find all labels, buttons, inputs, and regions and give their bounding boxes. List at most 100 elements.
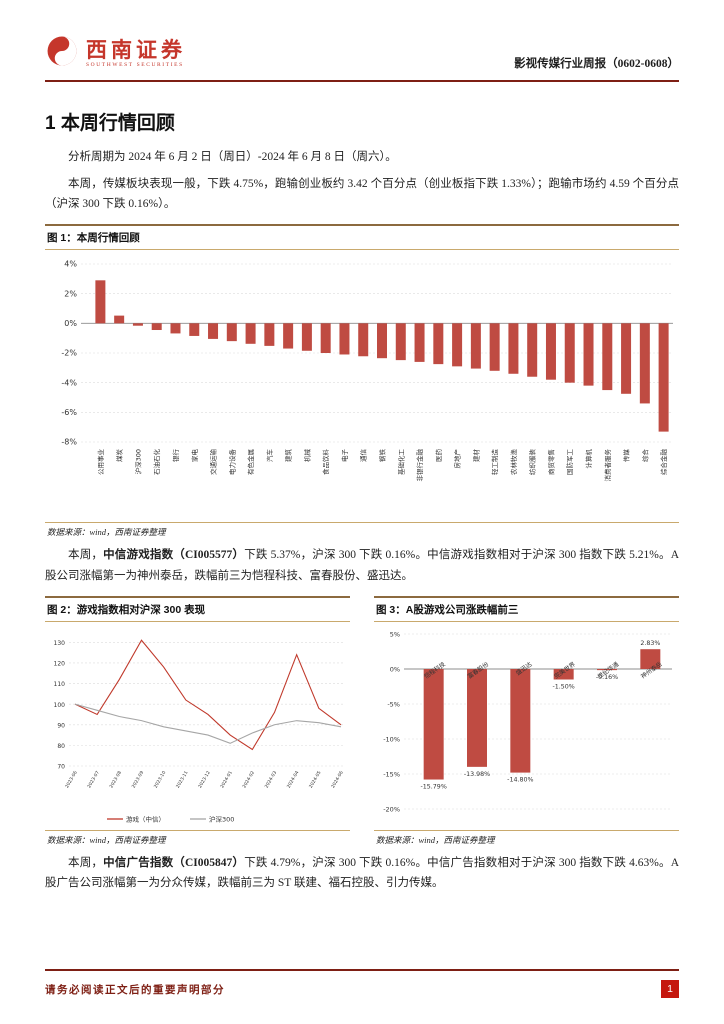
- figure-2: 图 2：游戏指数相对沪深 300 表现 130 120 110 100 90 80 70 20…: [45, 595, 350, 846]
- svg-text:纺织服装: 纺织服装: [528, 449, 537, 476]
- figure-1: 图 1：本周行情回顾 4% 2% 0% -2% -4% -6% -8% 公用事业 煤炭 沪深300…: [45, 224, 679, 538]
- svg-text:有色金属: 有色金属: [246, 449, 255, 475]
- svg-text:非银行金融: 非银行金融: [415, 449, 424, 482]
- paragraph-ad-index: 本周，中信广告指数（CI005847）下跌 4.79%，沪深 300 下跌 0.…: [45, 856, 680, 889]
- svg-text:100: 100: [54, 701, 66, 708]
- svg-text:2024-02: 2024-02: [241, 770, 256, 789]
- svg-text:-13.98%: -13.98%: [464, 770, 490, 777]
- svg-text:商贸零售: 商贸零售: [546, 449, 555, 475]
- svg-text:传媒: 传媒: [622, 449, 631, 463]
- svg-text:电子: 电子: [340, 449, 349, 463]
- svg-text:5%: 5%: [390, 630, 400, 638]
- report-title: 影视传媒行业周报（0602-0608）: [514, 58, 679, 70]
- svg-text:游戏（中信）: 游戏（中信）: [126, 814, 165, 823]
- svg-text:机械: 机械: [302, 449, 311, 463]
- svg-text:汽车: 汽车: [265, 449, 274, 463]
- svg-text:-20%: -20%: [383, 805, 400, 813]
- figure-1-bar-chart: 4% 2% 0% -2% -4% -6% -8% 公用事业 煤炭 沪深300 石油石化 银行 家电 交通运…: [61, 260, 673, 482]
- svg-text:钢铁: 钢铁: [378, 449, 387, 463]
- svg-text:电力设备: 电力设备: [227, 449, 236, 476]
- svg-text:-10%: -10%: [383, 735, 400, 743]
- svg-text:2024-06: 2024-06: [330, 770, 345, 789]
- svg-text:消费者服务: 消费者服务: [603, 449, 612, 482]
- svg-text:2023-11: 2023-11: [175, 770, 190, 789]
- svg-text:通信: 通信: [359, 449, 368, 463]
- figure-1-caption: 图 1：本周行情回顾: [45, 224, 679, 251]
- page-footer: 请务必阅读正文后的重要声明部分 1: [45, 969, 679, 998]
- brand-logo: 西南证券 SOUTHWEST SECURITIES: [45, 34, 186, 73]
- svg-text:2024-03: 2024-03: [264, 770, 279, 789]
- section-heading: 1 本周行情回顾: [45, 113, 175, 134]
- svg-text:2023-10: 2023-10: [153, 770, 168, 789]
- svg-text:90: 90: [57, 722, 65, 729]
- svg-text:农林牧渔: 农林牧渔: [509, 449, 518, 476]
- svg-text:食品饮料: 食品饮料: [321, 449, 330, 476]
- svg-text:-2%: -2%: [61, 349, 77, 358]
- svg-text:2024-01: 2024-01: [219, 770, 234, 789]
- brand-swirl-icon: [45, 34, 79, 73]
- svg-text:煤炭: 煤炭: [115, 449, 124, 463]
- svg-text:-1.50%: -1.50%: [553, 683, 575, 690]
- svg-text:2%: 2%: [64, 290, 77, 299]
- svg-text:医药: 医药: [434, 449, 443, 463]
- svg-text:70: 70: [57, 763, 65, 770]
- svg-text:-0.16%: -0.16%: [596, 674, 618, 681]
- figure-3-caption: 图 3：A股游戏公司涨跌幅前三: [374, 595, 679, 622]
- figure-3-bar-chart: 5%0%-5%-10%-15%-20%-15.79%恺程科技-13.98%富春股…: [383, 630, 672, 813]
- svg-text:2.83%: 2.83%: [640, 640, 660, 647]
- svg-text:2023-07: 2023-07: [86, 770, 101, 789]
- svg-text:4%: 4%: [64, 260, 77, 269]
- footer-disclaimer: 请务必阅读正文后的重要声明部分: [45, 984, 225, 996]
- brand-subtitle: SOUTHWEST SECURITIES: [86, 61, 184, 68]
- paragraph-game-index: 本周，中信游戏指数（CI005577）下跌 5.37%，沪深 300 下跌 0.…: [45, 549, 680, 582]
- footer-divider: [45, 969, 679, 971]
- svg-text:综合: 综合: [640, 449, 649, 463]
- svg-text:-14.80%: -14.80%: [507, 776, 533, 783]
- svg-text:综合金融: 综合金融: [659, 449, 668, 476]
- svg-text:2024-05: 2024-05: [308, 770, 323, 789]
- svg-text:房地产: 房地产: [453, 449, 462, 469]
- svg-text:0%: 0%: [390, 665, 400, 673]
- svg-text:国防军工: 国防军工: [565, 449, 574, 476]
- figure-2-source: 数据来源：wind，西南证券整理: [45, 829, 350, 846]
- svg-text:2023-12: 2023-12: [197, 770, 212, 789]
- svg-text:银行: 银行: [171, 449, 180, 463]
- page-header: 西南证券 SOUTHWEST SECURITIES 影视传媒行业周报（0602-…: [45, 34, 679, 73]
- svg-text:轻工制造: 轻工制造: [490, 449, 499, 476]
- svg-text:130: 130: [54, 640, 66, 647]
- svg-text:家电: 家电: [190, 449, 199, 463]
- page-number: 1: [661, 980, 679, 998]
- svg-text:基础化工: 基础化工: [396, 449, 405, 476]
- svg-text:110: 110: [54, 681, 66, 688]
- svg-text:2023-09: 2023-09: [131, 770, 146, 789]
- figure-row: 图 2：游戏指数相对沪深 300 表现 130 120 110 100 90 80 70 20…: [45, 595, 679, 846]
- paragraph-market-summary: 本周，传媒板块表现一般，下跌 4.75%，跑输创业板约 3.42 个百分点（创业…: [45, 178, 679, 211]
- svg-text:沪深300: 沪深300: [133, 449, 142, 474]
- svg-text:计算机: 计算机: [584, 449, 593, 469]
- svg-text:2024-04: 2024-04: [286, 770, 301, 789]
- svg-text:沪深300: 沪深300: [209, 814, 234, 823]
- paragraph-analysis-period: 分析周期为 2024 年 6 月 2 日（周日）-2024 年 6 月 8 日（…: [68, 151, 397, 163]
- svg-text:交通运输: 交通运输: [209, 449, 218, 476]
- svg-text:-8%: -8%: [61, 438, 77, 447]
- svg-text:0%: 0%: [64, 319, 77, 328]
- svg-text:石油石化: 石油石化: [152, 449, 161, 476]
- svg-text:2023-06: 2023-06: [64, 770, 79, 789]
- svg-text:-5%: -5%: [387, 700, 400, 708]
- brand-name: 西南证券: [86, 37, 186, 62]
- svg-text:2023-08: 2023-08: [108, 770, 123, 789]
- svg-text:-4%: -4%: [61, 379, 77, 388]
- figure-3: 图 3：A股游戏公司涨跌幅前三 5% 0% -5% -10% -15% -20% -15.7…: [374, 595, 679, 846]
- svg-text:80: 80: [57, 743, 65, 750]
- header-divider: [45, 80, 679, 82]
- figure-1-source: 数据来源：wind，西南证券整理: [45, 522, 679, 538]
- figure-3-source: 数据来源：wind，西南证券整理: [374, 829, 679, 846]
- svg-text:建材: 建材: [471, 449, 480, 463]
- svg-text:-15%: -15%: [383, 770, 400, 778]
- svg-text:建筑: 建筑: [284, 449, 293, 463]
- figure-2-caption: 图 2：游戏指数相对沪深 300 表现: [45, 595, 350, 622]
- svg-text:-6%: -6%: [61, 408, 77, 417]
- svg-text:120: 120: [54, 660, 66, 667]
